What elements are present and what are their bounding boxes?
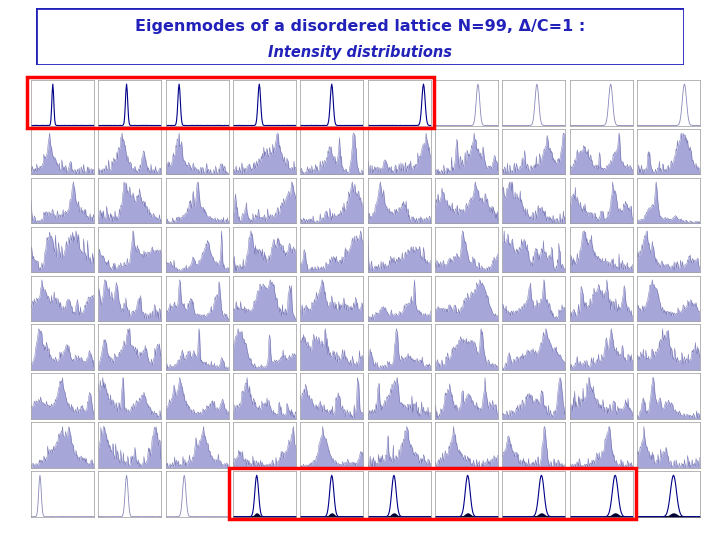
FancyBboxPatch shape [36, 8, 684, 65]
Text: Eigenmodes of a disordered lattice N=99, Δ/C=1 :: Eigenmodes of a disordered lattice N=99,… [135, 19, 585, 33]
Text: Intensity distributions: Intensity distributions [268, 45, 452, 60]
